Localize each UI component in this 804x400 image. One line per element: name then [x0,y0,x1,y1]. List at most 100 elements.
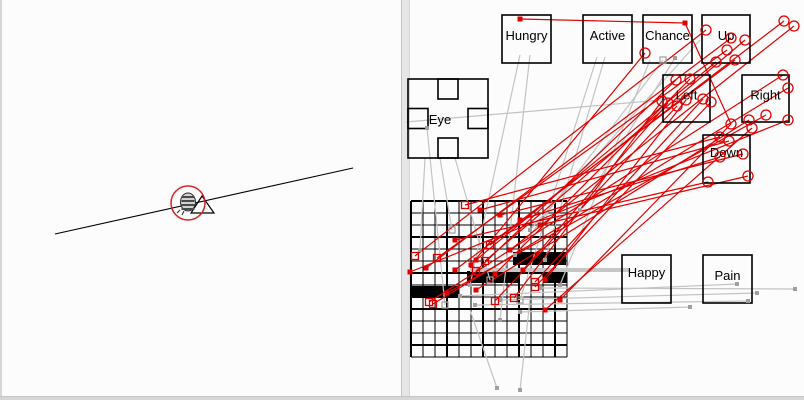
node-box-right[interactable]: Right [741,74,790,123]
node-box-chance[interactable]: Chance [642,14,693,64]
red-endpoint-square [473,257,479,263]
red-endpoint-circle [760,109,772,121]
red-endpoint-circle [671,100,683,112]
gray-endpoint-square [538,286,542,290]
node-label-eye: Eye [429,112,451,127]
gray-endpoint-square [418,248,422,252]
gray-connection [439,157,453,231]
red-endpoint-square [423,265,429,271]
panel-splitter[interactable] [401,0,410,400]
gray-endpoint-square [458,294,462,298]
red-connection [522,102,669,271]
red-connection [519,18,686,24]
node-label-active: Active [590,28,625,43]
red-endpoint-square [537,222,543,228]
red-endpoint-circle [702,176,714,188]
red-endpoint-square-open [410,251,420,261]
creature-leg [176,209,181,214]
gray-endpoint-square [473,303,477,307]
red-endpoint-circle [714,151,726,163]
node-border-hungry [501,14,552,64]
red-endpoint-circle [656,95,668,107]
gray-connection [459,283,738,297]
red-endpoint-square [517,16,523,22]
node-border-chance [642,14,693,64]
red-endpoint-circle [737,148,749,160]
red-endpoint-circle [777,69,789,81]
eye-notch [467,107,489,130]
red-endpoint-circle [782,114,794,126]
red-connection [409,119,789,273]
node-box-hungry[interactable]: Hungry [501,14,552,64]
gray-endpoint-square [468,283,472,287]
gray-endpoint-square [513,253,517,257]
red-endpoint-square-open [509,293,519,303]
red-endpoint-square [468,262,474,268]
red-endpoint-square [542,307,548,313]
red-connection [446,114,767,294]
gray-endpoint-square-open [448,226,456,234]
node-box-active[interactable]: Active [582,14,633,64]
red-endpoint-circle [778,15,790,27]
red-endpoint-circle [739,34,751,46]
red-endpoint-circle [639,47,651,59]
gray-connection [539,287,796,290]
red-endpoint-square [507,247,513,253]
node-border-happy [621,254,672,304]
red-connection [414,29,707,257]
red-endpoint-square-open [530,282,540,292]
gray-connection [499,54,531,321]
gray-connection [499,292,758,301]
red-endpoint-square [557,297,563,303]
node-border-right [741,74,790,123]
red-connection [489,20,785,246]
node-box-happy[interactable]: Happy [621,254,672,304]
node-label-hungry: Hungry [506,28,548,43]
red-endpoint-circle [670,74,682,86]
red-endpoint-square-open [432,253,442,263]
gray-endpoint-square [518,310,522,314]
red-endpoint-circle [714,131,726,143]
gray-endpoint-square [558,283,562,287]
red-endpoint-circle [705,96,717,108]
red-endpoint-square [520,267,526,273]
gray-connection [559,59,651,286]
node-box-down[interactable]: Down [702,134,751,184]
creature[interactable] [176,192,196,216]
gray-endpoint-square [498,318,502,322]
red-endpoint-square [517,217,523,223]
red-endpoint-square [452,237,458,243]
red-endpoint-square-open [485,240,495,250]
red-endpoint-circle [697,93,709,105]
red-endpoint-circle [721,44,733,56]
gray-endpoint-square-open [486,276,494,284]
gray-endpoint-square [543,258,547,262]
selection-circle [170,185,206,221]
gray-endpoint-square [518,388,522,392]
gray-endpoint-square [746,299,750,303]
gray-connection [469,54,521,286]
node-label-down: Down [710,145,743,160]
node-label-happy: Happy [628,265,666,280]
node-box-pain[interactable]: Pain [702,254,753,304]
red-connection [475,119,750,291]
gray-endpoint-square [793,287,797,291]
world-view [54,167,354,235]
red-connection [475,61,717,261]
red-endpoint-square-open [471,266,481,276]
red-endpoint-circle [723,135,735,147]
red-endpoint-circle [782,82,794,94]
node-label-right: Right [750,88,781,103]
gray-connection [426,127,446,306]
node-box-eye[interactable]: Eye [407,78,489,159]
grid-cell-filled [543,270,567,283]
gray-connection [519,299,531,391]
node-label-chance: Chance [645,28,690,43]
gray-endpoint-square [673,56,677,60]
red-endpoint-circle [743,114,755,126]
red-endpoint-square-open [460,200,470,210]
window-left-edge [0,0,2,400]
red-endpoint-square-open [480,256,490,266]
red-endpoint-square [473,287,479,293]
